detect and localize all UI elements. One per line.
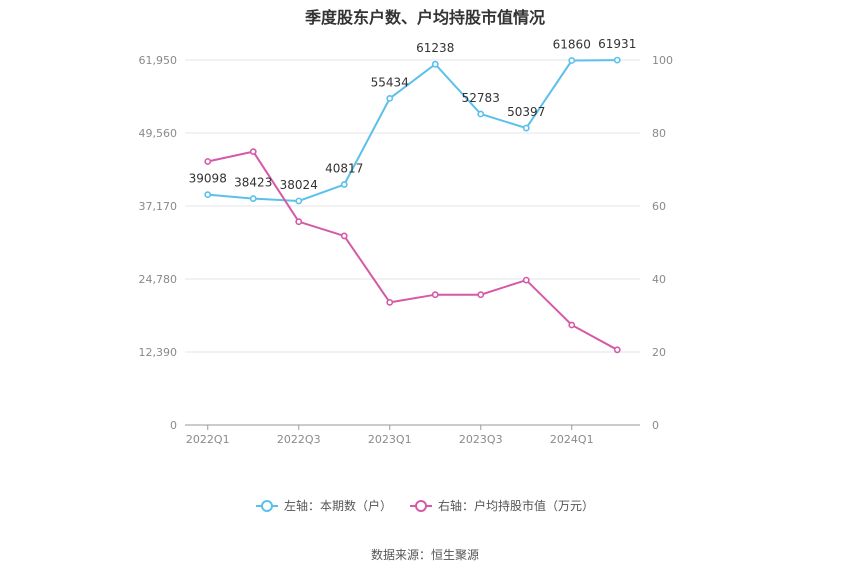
right-series-line xyxy=(207,150,618,351)
left-axis-tick-label: 24,780 xyxy=(139,273,178,286)
left-series-point xyxy=(613,56,621,64)
data-label: 39098 xyxy=(189,172,227,186)
right-axis-tick-label: 60 xyxy=(652,200,666,213)
x-axis-tick-label: 2023Q3 xyxy=(459,433,503,446)
right-series-point xyxy=(204,158,212,165)
right-series-point xyxy=(295,218,303,226)
grid-lines xyxy=(185,59,640,353)
legend-item[interactable]: 左轴：本期数（户） xyxy=(255,497,392,514)
right-axis-tick-label: 80 xyxy=(652,127,666,140)
legend-label: 右轴：户均持股市值（万元） xyxy=(438,499,595,513)
legend-item[interactable]: 右轴：户均持股市值（万元） xyxy=(410,497,594,514)
left-axis-tick-label: 12,390 xyxy=(139,346,178,359)
data-label: 38423 xyxy=(234,176,272,190)
chart-title: 季度股东户数、户均持股市值情况 xyxy=(304,8,545,27)
left-series-point xyxy=(522,124,530,132)
left-series-point xyxy=(386,94,394,102)
left-axis-tick-label: 49,560 xyxy=(139,127,178,140)
axes: 0 0 12,390 20 24,780 40 37,170 60 49,560 80 61,950… xyxy=(139,54,674,446)
x-axis-tick-label: 2024Q1 xyxy=(550,433,594,446)
left-axis-tick-label: 37,170 xyxy=(139,200,178,213)
data-label: 61931 xyxy=(598,37,636,51)
data-label: 52783 xyxy=(462,91,500,105)
right-series-point xyxy=(568,321,576,329)
right-axis-tick-label: 100 xyxy=(652,54,673,67)
data-label: 38024 xyxy=(280,178,318,192)
right-axis-tick-label: 20 xyxy=(652,346,666,359)
right-axis-tick-label: 40 xyxy=(652,273,666,286)
right-series-point xyxy=(477,291,485,299)
right-series-point xyxy=(386,298,394,306)
left-series-point xyxy=(568,57,576,64)
left-series-point xyxy=(204,191,212,199)
left-series-point xyxy=(249,195,257,203)
legend-label: 左轴：本期数（户） xyxy=(283,499,392,513)
legend-marker-icon xyxy=(255,499,278,512)
left-axis-tick-label: 0 xyxy=(170,419,177,432)
left-axis-tick-label: 61,950 xyxy=(139,54,178,67)
data-label: 40817 xyxy=(325,162,363,176)
right-series-point xyxy=(431,291,439,299)
right-series-point xyxy=(249,148,257,156)
legend-marker-icon xyxy=(410,499,432,512)
right-series-point xyxy=(522,276,530,284)
left-series-point xyxy=(295,197,303,205)
right-axis-tick-label: 0 xyxy=(652,419,659,432)
data-labels: 39098 38423 38024 40817 55434 61238 52783 50397… xyxy=(189,37,637,192)
left-series-point xyxy=(431,60,439,68)
x-axis-tick-label: 2022Q1 xyxy=(186,433,230,446)
x-axis-tick-label: 2023Q1 xyxy=(368,433,412,446)
right-series-point xyxy=(613,346,621,354)
left-series-line xyxy=(207,59,618,202)
data-label: 55434 xyxy=(371,75,409,89)
left-series-point xyxy=(477,110,485,118)
left-series-point xyxy=(340,181,348,188)
data-source: 数据来源：恒生聚源 xyxy=(370,548,479,562)
series-lines xyxy=(204,56,621,354)
data-label: 50397 xyxy=(507,105,545,119)
x-axis-tick-label: 2022Q3 xyxy=(277,433,321,446)
data-label: 61860 xyxy=(553,38,591,52)
data-label: 61238 xyxy=(416,41,454,55)
right-series-point xyxy=(340,232,348,240)
legend: 左轴：本期数（户） 右轴：户均持股市值（万元） xyxy=(0,497,850,514)
